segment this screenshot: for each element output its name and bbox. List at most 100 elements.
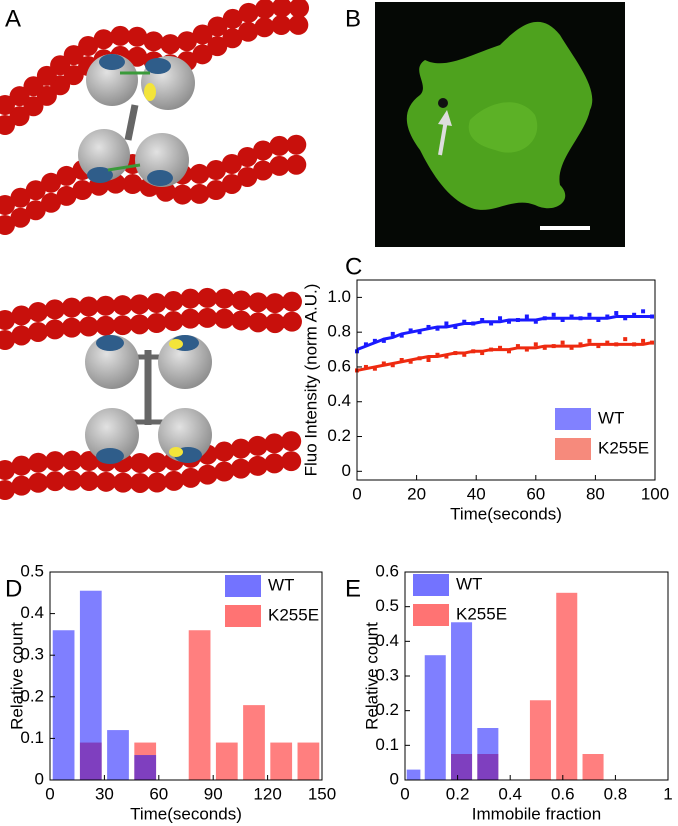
legend-swatch — [225, 575, 261, 597]
bar — [451, 622, 473, 780]
data-point — [596, 318, 601, 322]
x-tick-label: 0 — [352, 484, 361, 503]
data-point — [623, 316, 628, 321]
x-tick-label: 60 — [149, 784, 168, 803]
data-point — [480, 318, 485, 322]
data-point — [515, 344, 520, 349]
y-tick-label: 0 — [342, 461, 351, 480]
data-point — [489, 321, 494, 326]
data-point — [381, 338, 386, 343]
data-point — [372, 338, 377, 343]
data-point — [498, 316, 503, 321]
x-axis-label: Time(seconds) — [450, 504, 562, 523]
chart: 0 20 40 60 80 100 0 0.2 0.4 0.6 0.8 1.0 Time(seconds… — [301, 279, 669, 523]
bar — [556, 592, 578, 780]
y-tick-label: 0.6 — [375, 561, 399, 580]
data-point — [614, 311, 619, 316]
y-tick-label: 0.6 — [327, 356, 351, 375]
y-tick-label: 0 — [35, 769, 44, 788]
data-point — [444, 321, 449, 326]
x-tick-label: 40 — [467, 484, 486, 503]
panel-label: B — [345, 5, 361, 32]
y-tick-label: 0.1 — [20, 728, 44, 747]
bar — [424, 655, 446, 780]
data-point — [587, 338, 592, 343]
data-point — [435, 352, 440, 357]
y-tick-label: 0.2 — [327, 426, 351, 445]
x-tick-label: 80 — [586, 484, 605, 503]
y-tick-label: 0.4 — [327, 391, 351, 410]
y-tick-label: 0.5 — [375, 596, 399, 615]
x-tick-label: 1 — [663, 784, 672, 803]
data-point — [462, 352, 467, 357]
axes-frame — [356, 279, 656, 481]
bar — [406, 769, 421, 780]
x-tick-label: 20 — [407, 484, 426, 503]
data-point — [596, 344, 601, 349]
data-point — [363, 342, 368, 347]
legend-label: K255E — [268, 605, 319, 624]
data-point — [569, 314, 574, 319]
y-tick-label: 1.0 — [327, 287, 351, 306]
y-axis-label: Relative count — [362, 622, 381, 730]
legend-label: WT — [456, 574, 482, 593]
data-point — [524, 314, 529, 319]
x-tick-label: 120 — [253, 784, 281, 803]
data-point — [417, 330, 422, 335]
data-point — [408, 328, 413, 333]
bar — [188, 630, 211, 780]
y-tick-label: 0.2 — [20, 686, 44, 705]
x-tick-label: 0.2 — [446, 784, 470, 803]
x-axis-label: Time(seconds) — [130, 804, 242, 823]
fit-line — [356, 315, 653, 351]
bar — [79, 590, 102, 780]
legend-label: WT — [598, 408, 624, 427]
panel-label: E — [345, 575, 361, 602]
data-point — [623, 337, 628, 342]
data-point — [641, 309, 646, 314]
data-point — [363, 364, 368, 369]
x-tick-label: 0.6 — [551, 784, 575, 803]
y-axis-label: Fluo Intensity (norm A.U.) — [301, 284, 320, 477]
data-point — [372, 366, 377, 371]
x-tick-label: 0 — [400, 784, 409, 803]
data-point — [435, 326, 440, 331]
data-point — [408, 359, 413, 364]
x-tick-label: 0.8 — [604, 784, 628, 803]
x-tick-label: 60 — [526, 484, 545, 503]
actin-strand — [0, 154, 310, 235]
bar — [134, 755, 157, 780]
y-tick-label: 0.2 — [375, 700, 399, 719]
bar — [297, 742, 320, 780]
x-tick-label: 0 — [45, 784, 54, 803]
chart: 0 30 60 90 120 150 0 0.1 0.2 0.3 0.4 0.5 Time(second… — [7, 561, 336, 823]
data-point — [632, 312, 637, 317]
data-point — [453, 324, 458, 329]
y-axis-label: Relative count — [7, 622, 26, 730]
legend-label: K255E — [598, 438, 649, 457]
data-point — [551, 312, 556, 317]
y-tick-label: 0.5 — [20, 561, 44, 580]
actin-strand — [0, 450, 310, 500]
myosin-heads — [78, 54, 212, 464]
x-tick-label: 90 — [204, 784, 223, 803]
data-point — [560, 318, 565, 322]
y-tick-label: 0.4 — [20, 603, 44, 622]
legend-swatch — [225, 605, 261, 627]
fit-line — [356, 341, 653, 372]
illustration-a — [0, 0, 310, 500]
x-tick-label: 0.4 — [498, 784, 522, 803]
y-tick-label: 0.8 — [327, 322, 351, 341]
bar — [582, 754, 604, 780]
data-point — [381, 361, 386, 366]
data-point — [605, 314, 610, 319]
legend-swatch — [555, 438, 591, 460]
actin-strand — [0, 287, 310, 330]
bar — [270, 742, 293, 780]
data-point — [444, 354, 449, 359]
data-point — [542, 345, 547, 350]
panel-label: C — [345, 253, 362, 280]
data-point — [390, 363, 395, 368]
legend-swatch — [413, 574, 449, 596]
